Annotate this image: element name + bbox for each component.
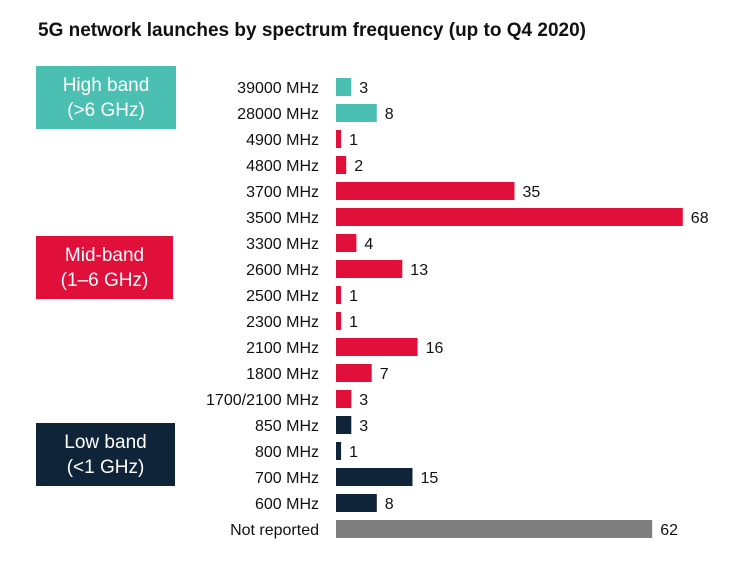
band-label-high-line2: (>6 GHz) [67,99,145,121]
band-label-high: High band (>6 GHz) [36,66,176,129]
data-label: 62 [660,522,678,539]
data-label: 1 [349,288,358,305]
bar [336,182,515,200]
category-label: 2600 MHz [246,262,319,279]
bar [336,390,352,408]
bar [336,234,357,252]
data-label: 3 [359,80,368,97]
band-label-high-line1: High band [62,74,150,96]
category-label: 39000 MHz [237,80,319,97]
bar [336,78,352,96]
bar [336,286,342,304]
category-label: 4800 MHz [246,158,319,175]
band-label-low-line1: Low band [64,431,147,453]
band-label-mid-line1: Mid-band [64,244,145,266]
category-label: 2300 MHz [246,314,319,331]
bar [336,520,653,538]
band-label-mid-line2: (1–6 GHz) [60,269,149,291]
data-label: 1 [349,314,358,331]
data-label: 15 [421,470,439,487]
category-label: 4900 MHz [246,132,319,149]
data-label: 16 [426,340,444,357]
category-label: 1700/2100 MHz [206,392,319,409]
category-label: 3300 MHz [246,236,319,253]
data-label: 68 [691,210,709,227]
bar [336,208,683,226]
category-label: 3700 MHz [246,184,319,201]
category-label: 600 MHz [255,496,319,513]
data-label: 2 [354,158,363,175]
category-label: 2500 MHz [246,288,319,305]
data-label: 3 [359,418,368,435]
category-label: 3500 MHz [246,210,319,227]
data-label: 8 [385,496,394,513]
band-label-mid: Mid-band (1–6 GHz) [36,236,173,299]
bar [336,338,418,356]
bar [336,156,347,174]
data-label: 1 [349,444,358,461]
category-label: 2100 MHz [246,340,319,357]
chart-title: 5G network launches by spectrum frequenc… [38,20,586,41]
data-label: 3 [359,392,368,409]
data-label: 35 [523,184,541,201]
band-label-low: Low band (<1 GHz) [36,423,175,486]
category-label: 800 MHz [255,444,319,461]
category-label: 1800 MHz [246,366,319,383]
data-label: 13 [410,262,428,279]
bar [336,442,342,460]
band-label-low-line2: (<1 GHz) [66,456,145,478]
category-label: 850 MHz [255,418,319,435]
bar [336,416,352,434]
data-label: 8 [385,106,394,123]
data-label: 1 [349,132,358,149]
bar [336,364,372,382]
bar [336,130,342,148]
bar [336,312,342,330]
bar [336,494,377,512]
data-label: 7 [380,366,389,383]
bar [336,468,413,486]
category-label: 700 MHz [255,470,319,487]
category-label: Not reported [230,522,319,539]
category-label: 28000 MHz [237,106,319,123]
bar [336,104,377,122]
bar [336,260,403,278]
data-label: 4 [364,236,373,253]
